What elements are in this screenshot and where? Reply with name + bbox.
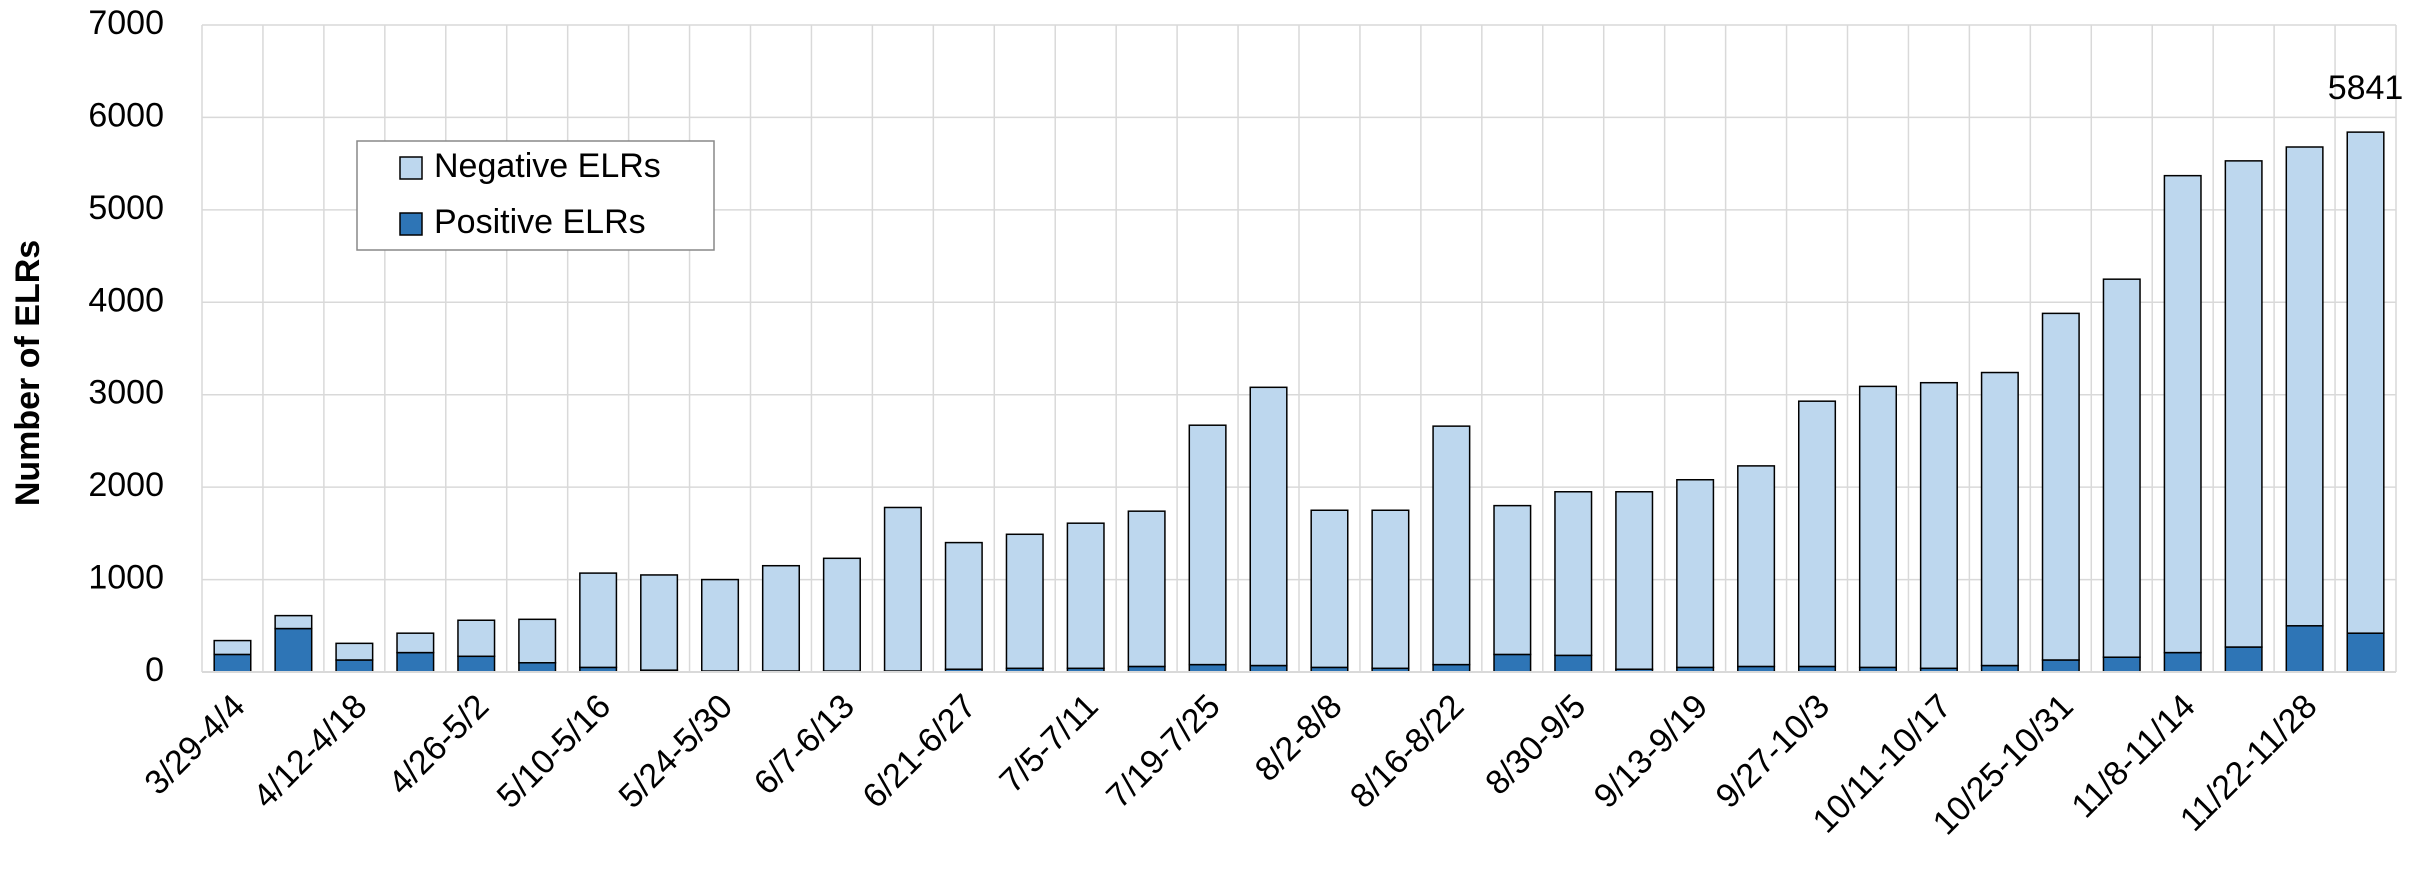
bar-segment: [579, 572, 618, 669]
bar-segment: [2224, 160, 2263, 648]
bar-segment: [1554, 491, 1593, 657]
bar-segment: [518, 618, 557, 664]
x-tick-label: 7/5-7/11: [992, 687, 1105, 800]
y-tick-label: 7000: [88, 4, 164, 42]
bar-segment: [1554, 654, 1593, 673]
x-tick-label: 6/7-6/13: [747, 687, 862, 802]
bar-segment: [1371, 509, 1410, 670]
bar-segment: [944, 541, 983, 670]
bar-segment: [274, 614, 313, 630]
bar-segment: [640, 574, 679, 671]
bar-segment: [883, 506, 922, 672]
y-tick-label: 0: [145, 651, 164, 689]
bar-segment: [213, 653, 252, 673]
bar-segment: [1493, 504, 1532, 656]
y-tick-label: 4000: [88, 281, 164, 319]
bar-segment: [1188, 424, 1227, 666]
bar-segment: [1432, 425, 1471, 666]
bar-segment: [335, 659, 374, 673]
legend-swatch: [399, 156, 423, 180]
bar-segment: [2163, 174, 2202, 654]
bar-segment: [2041, 659, 2080, 673]
x-tick-label: 3/29-4/4: [137, 687, 252, 802]
bar-segment: [2285, 146, 2324, 627]
y-tick-label: 6000: [88, 96, 164, 134]
x-tick-label: 5/24-5/30: [612, 687, 740, 815]
bar-segment: [2346, 632, 2385, 673]
bar-segment: [822, 557, 861, 672]
x-tick-label: 7/19-7/25: [1099, 687, 1227, 815]
x-tick-label: 6/21-6/27: [855, 687, 983, 815]
bar-segment: [335, 642, 374, 661]
bar-segment: [2285, 625, 2324, 673]
bar-segment: [213, 639, 252, 656]
legend-label: Positive ELRs: [434, 203, 646, 241]
bar-segment: [2102, 278, 2141, 658]
bar-segment: [2224, 646, 2263, 673]
bar-segment: [1493, 653, 1532, 673]
bar-segment: [1615, 491, 1654, 670]
bar-segment: [457, 619, 496, 658]
x-tick-label: 8/30-9/5: [1478, 687, 1593, 802]
bar-segment: [396, 651, 435, 673]
legend-swatch: [399, 212, 423, 236]
bar-segment: [457, 655, 496, 673]
x-tick-label: 4/26-5/2: [381, 687, 496, 802]
bar-segment: [1432, 663, 1471, 673]
bar-segment: [518, 662, 557, 673]
bar-segment: [1127, 510, 1166, 668]
bar-segment: [1797, 400, 1837, 668]
y-tick-label: 1000: [88, 559, 164, 597]
y-tick-label: 5000: [88, 189, 164, 227]
bar-segment: [1858, 385, 1898, 669]
bar-segment: [1249, 386, 1288, 667]
bar-segment: [2346, 131, 2385, 634]
bar-segment: [396, 632, 435, 654]
bar-segment: [1310, 509, 1349, 669]
x-tick-label: 4/12-4/18: [246, 687, 374, 815]
legend-label: Negative ELRs: [434, 147, 661, 185]
bar-segment: [1005, 533, 1044, 670]
bar-segment: [1980, 371, 2019, 667]
annotation: 5841: [2328, 69, 2404, 107]
y-tick-label: 3000: [88, 374, 164, 412]
bar-segment: [274, 627, 313, 673]
bar-segment: [761, 564, 801, 672]
x-tick-label: 5/10-5/16: [490, 687, 618, 815]
x-tick-label: 8/2-8/8: [1248, 687, 1350, 789]
y-axis-title: Number of ELRs: [9, 240, 47, 506]
bar-segment: [2163, 651, 2202, 673]
bar-segment: [1737, 465, 1776, 668]
x-tick-label: 9/13-9/19: [1587, 687, 1715, 815]
bar-segment: [2102, 656, 2141, 673]
bar-segment: [1676, 478, 1715, 669]
bar-segment: [1188, 663, 1227, 673]
y-tick-label: 2000: [88, 466, 164, 504]
bar-segment: [700, 578, 740, 672]
bar-segment: [1919, 381, 1958, 670]
bar-segment: [2041, 312, 2080, 661]
x-tick-label: 8/16-8/22: [1343, 687, 1471, 815]
x-tick-label: 9/27-10/3: [1709, 687, 1837, 815]
bar-segment: [1066, 522, 1105, 670]
